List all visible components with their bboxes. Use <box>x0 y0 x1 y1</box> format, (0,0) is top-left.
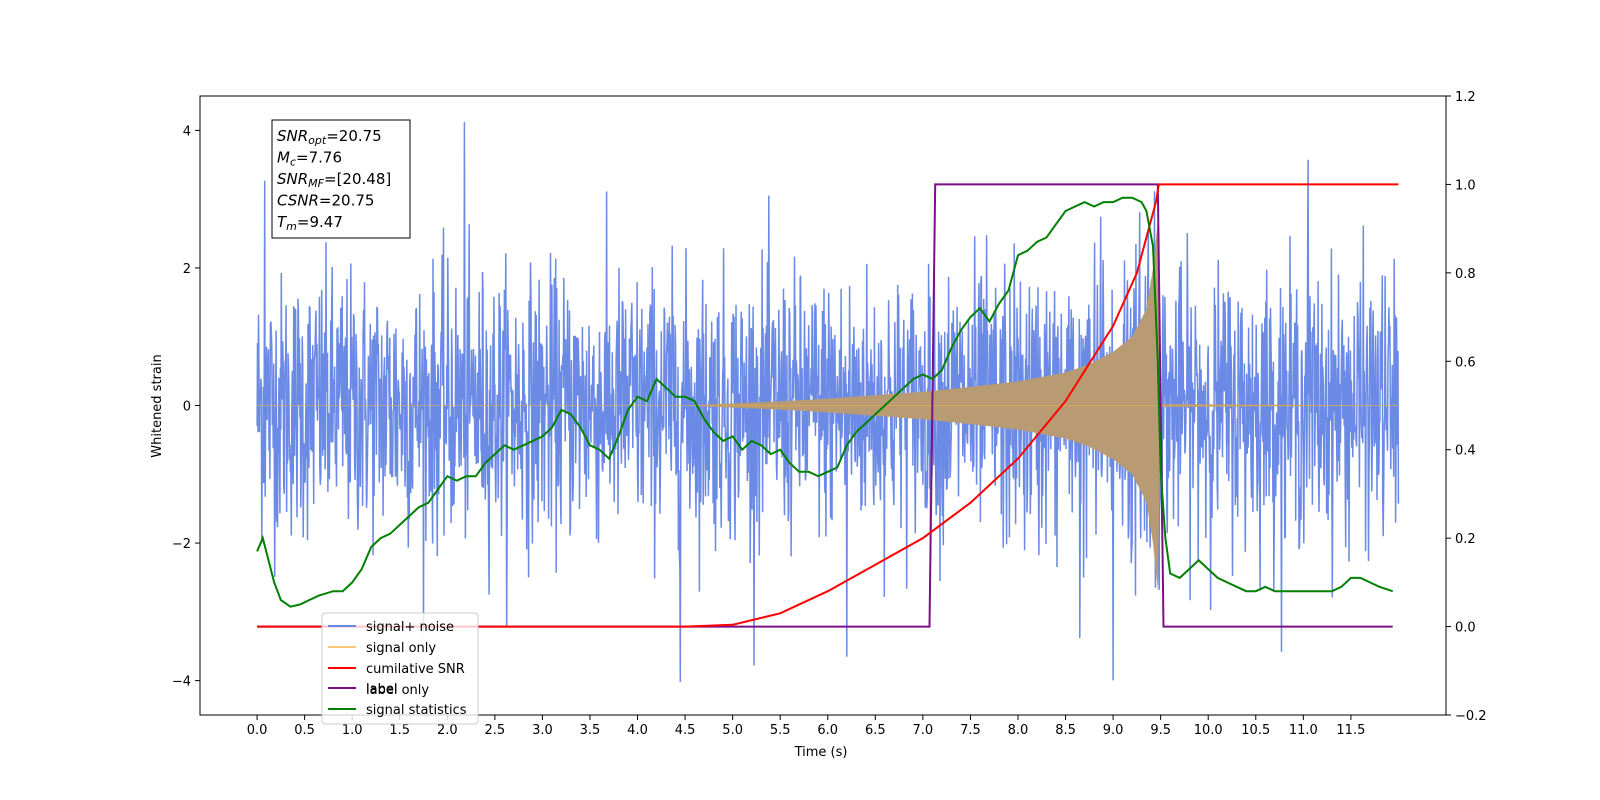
x-tick-label: 7.5 <box>960 723 981 738</box>
y-right-tick-label: 1.2 <box>1455 90 1476 105</box>
x-tick-label: 3.5 <box>580 723 601 738</box>
y-left-tick-label: −2 <box>172 537 191 552</box>
x-tick-label: 10.5 <box>1241 723 1270 738</box>
annotation-symbol: M <box>277 149 290 167</box>
plot-area <box>256 122 1400 683</box>
annotation-symbol: SNR <box>277 127 308 145</box>
y-right-tick-label: 1.0 <box>1455 178 1476 193</box>
y-left-tick-label: 4 <box>183 124 191 139</box>
y-right-tick-label: 0.0 <box>1455 621 1476 636</box>
x-tick-label: 5.5 <box>770 723 791 738</box>
x-tick-label: 3.0 <box>532 723 553 738</box>
annotation-line: Tm=9.47 <box>277 213 343 233</box>
x-tick-label: 1.5 <box>389 723 410 738</box>
x-tick-label: 2.0 <box>437 723 458 738</box>
legend-label: signal only <box>366 641 436 656</box>
y-right-tick-label: 0.2 <box>1455 532 1476 547</box>
annotation-line: SNRMF=[20.48] <box>277 170 391 190</box>
x-tick-label: 7.0 <box>913 723 934 738</box>
x-tick-label: 10.0 <box>1194 723 1223 738</box>
x-tick-label: 8.0 <box>1008 723 1029 738</box>
y-axis-left: 4 2 0 −2 −4 <box>172 124 200 690</box>
x-axis: 0.0 0.5 1.0 1.5 2.0 2.5 3.0 3.5 4.0 4.5 5.0 5.5 6.0 6… <box>247 715 1365 738</box>
annotation-symbol: CSNR <box>277 192 319 210</box>
annotation-value: =[20.48] <box>324 170 391 188</box>
y-left-tick-label: 2 <box>183 262 191 277</box>
x-tick-label: 2.5 <box>485 723 506 738</box>
annotation-value: =20.75 <box>326 127 382 145</box>
annotation-subscript: c <box>290 156 296 169</box>
y-axis-label: Whitened strain <box>150 354 165 457</box>
y-right-tick-label: −0.2 <box>1455 709 1487 724</box>
annotation-line: CSNR=20.75 <box>277 192 374 210</box>
annotation-subscript: MF <box>308 177 324 190</box>
annotation-value: =7.76 <box>296 149 342 167</box>
annotation-subscript: m <box>286 220 297 233</box>
x-axis-label: Time (s) <box>794 745 848 760</box>
x-tick-label: 6.5 <box>865 723 886 738</box>
series-signal-noise <box>256 122 1400 683</box>
annotation-symbol: T <box>277 213 288 231</box>
x-tick-label: 11.5 <box>1336 723 1365 738</box>
legend-label: signal statistics <box>366 703 467 718</box>
x-tick-label: 0.0 <box>247 723 268 738</box>
annotation-subscript: opt <box>308 134 327 147</box>
x-tick-label: 9.5 <box>1150 723 1171 738</box>
x-tick-label: 4.5 <box>675 723 696 738</box>
x-tick-label: 6.0 <box>817 723 838 738</box>
annotation-box: SNRopt=20.75Mc=7.76SNRMF=[20.48]CSNR=20.… <box>271 119 411 239</box>
legend-label: cumilative SNR <box>366 662 465 677</box>
annotation-value: =20.75 <box>319 192 375 210</box>
y-axis-right: 1.2 1.0 0.8 0.6 0.4 0.2 0.0 −0.2 <box>1446 90 1487 724</box>
annotation-value: =9.47 <box>297 213 343 231</box>
x-tick-label: 1.0 <box>342 723 363 738</box>
annotation-line: SNRopt=20.75 <box>277 127 382 147</box>
legend-label: label only <box>366 683 429 698</box>
y-left-tick-label: 0 <box>183 400 191 415</box>
x-tick-label: 0.5 <box>294 723 315 738</box>
legend-label: label <box>366 682 397 697</box>
legend: signal+ noise signal only cumilative SNR la… <box>321 612 479 725</box>
y-left-tick-label: −4 <box>172 675 191 690</box>
series-signal-statistics <box>256 196 1394 608</box>
annotation-frame <box>271 119 411 239</box>
x-tick-label: 4.0 <box>627 723 648 738</box>
x-tick-label: 8.5 <box>1055 723 1076 738</box>
y-right-tick-label: 0.4 <box>1455 444 1476 459</box>
series-label <box>257 183 1393 628</box>
x-tick-label: 5.0 <box>722 723 743 738</box>
x-tick-label: 11.0 <box>1289 723 1318 738</box>
x-tick-label: 9.0 <box>1103 723 1124 738</box>
legend-frame <box>321 612 479 725</box>
legend-label: signal+ noise <box>366 620 454 635</box>
annotation-symbol: SNR <box>277 170 308 188</box>
y-right-tick-label: 0.8 <box>1455 267 1476 282</box>
y-right-tick-label: 0.6 <box>1455 355 1476 370</box>
annotation-line: Mc=7.76 <box>277 149 342 169</box>
